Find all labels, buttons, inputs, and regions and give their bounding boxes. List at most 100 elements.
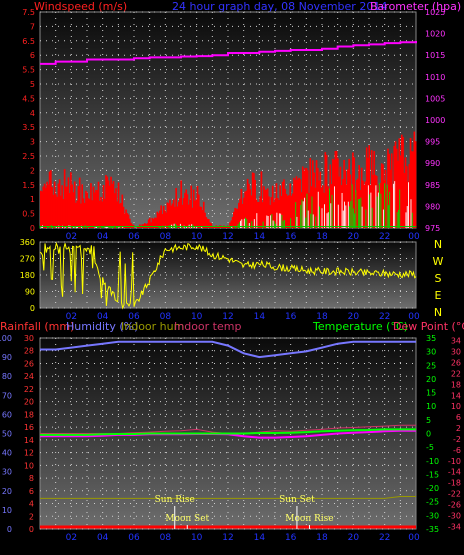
x-tick-label: 00 [408, 312, 420, 322]
x-tick-label: 12 [222, 232, 233, 242]
wind-gust-bar [343, 159, 345, 228]
wind-gust-bar [283, 179, 285, 228]
wind-gust-bar [98, 200, 101, 228]
temp-tick-label: 10 [426, 402, 436, 411]
wind-gust-bar [83, 202, 86, 228]
wind-gust-bar [234, 207, 236, 228]
humidity-tick-label: 90 [2, 353, 12, 362]
rain-tick-label: 22 [24, 385, 34, 394]
wind-gust-bar [271, 185, 274, 228]
baro-tick-label: 990 [425, 159, 440, 168]
wind-gust-bar [159, 210, 161, 228]
wind-gust-bar [291, 193, 294, 228]
wind-gust-bar [403, 172, 406, 228]
wind-gust-bar [165, 212, 167, 228]
wind-gust-bar [404, 157, 407, 228]
wind-tick-label: 4.5 [22, 94, 35, 103]
wind-gust-bar [40, 190, 42, 228]
wind-gust-bar [204, 212, 206, 228]
wind-gust-bar [103, 198, 106, 228]
wind-gust-bar [169, 199, 171, 228]
wind-gust-bar [301, 166, 304, 228]
wind-gust-bar [200, 206, 203, 228]
baro-tick-label: 995 [425, 138, 440, 147]
wind-gust-bar [189, 199, 191, 228]
wind-gust-bar [233, 211, 235, 228]
x-tick-label: 04 [97, 232, 109, 242]
wind-gust-bar [50, 170, 52, 228]
temp-tick-label: 20 [426, 375, 436, 384]
rain-tick-label: 24 [24, 372, 34, 381]
wind-gust-bar [67, 177, 70, 228]
wind-gust-bar [256, 201, 259, 228]
wind-gust-bar [46, 181, 48, 228]
wind-gust-bar [93, 192, 96, 228]
rain-tick-label: 16 [24, 423, 34, 432]
wind-gust-bar [388, 153, 391, 228]
event-label: Moon Rise [285, 514, 333, 524]
wind-gust-bar [176, 206, 179, 228]
dew-tick-label: 30 [451, 348, 461, 357]
x-tick-label: 06 [128, 312, 140, 322]
x-tick-label: 22 [379, 533, 390, 543]
dew-tick-label: 2 [456, 424, 461, 433]
direction-tick-label: 180 [20, 271, 35, 280]
wind-gust-bar [86, 192, 89, 228]
wind-gust-bar [77, 186, 80, 228]
direction-panel-bg [39, 241, 417, 309]
wind-gust-bar [181, 204, 184, 228]
wind-gust-bar [221, 226, 224, 228]
wind-gust-bar [295, 176, 298, 228]
wind-gust-bar [325, 154, 328, 228]
wind-gust-bar [244, 191, 246, 228]
wind-gust-bar [329, 164, 332, 228]
direction-tick-label: 360 [20, 238, 35, 247]
wind-gust-bar [268, 196, 270, 228]
wind-gust-bar [320, 187, 323, 228]
wind-gust-bar [100, 196, 102, 228]
wind-gust-bar [97, 181, 100, 228]
wind-gust-bar [348, 158, 350, 228]
compass-label: N [434, 306, 442, 319]
wind-gust-bar [161, 214, 164, 228]
humidity-tick-label: 100 [0, 334, 12, 343]
wind-gust-bar [51, 187, 53, 228]
compass-label: W [433, 255, 444, 268]
wind-gust-bar [373, 151, 376, 228]
wind-gust-bar [249, 189, 251, 228]
wind-gust-bar [171, 203, 174, 228]
temp-tick-label: 30 [426, 348, 436, 357]
wind-gust-bar [319, 171, 322, 228]
wind-gust-bar [56, 196, 58, 228]
wind-gust-bar [179, 198, 181, 228]
wind-gust-bar [78, 177, 81, 228]
dew-point-label: Dew Point (°C) [393, 320, 464, 333]
wind-gust-bar [62, 199, 65, 228]
wind-gust-bar [394, 141, 397, 228]
wind-gust-bar [390, 153, 393, 228]
wind-gust-bar [293, 177, 295, 228]
wind-gust-bar [347, 169, 349, 228]
x-tick-label: 02 [66, 232, 77, 242]
wind-gust-bar [363, 184, 366, 228]
wind-gust-bar [96, 190, 99, 228]
wind-gust-bar [136, 226, 139, 228]
wind-gust-bar [115, 188, 117, 228]
temperature-line [40, 428, 416, 436]
rain-tick-label: 20 [24, 398, 34, 407]
dew-tick-label: -26 [448, 500, 461, 509]
wind-gust-bar [192, 189, 195, 228]
wind-gust-bar [147, 219, 150, 228]
wind-tick-label: 3 [30, 138, 35, 147]
wind-tick-label: 4 [30, 109, 35, 118]
wind-gust-bar [236, 208, 239, 228]
humidity-tick-label: 60 [2, 410, 12, 419]
x-tick-label: 06 [128, 232, 140, 242]
wind-gust-bar [88, 199, 91, 228]
wind-gust-bar [270, 196, 273, 228]
wind-gust-bar [315, 160, 318, 228]
x-tick-label: 14 [254, 312, 266, 322]
indoor-hum-label: Indoor hum [121, 320, 184, 333]
temp-tick-label: -15 [426, 470, 439, 479]
wind-gust-bar [397, 160, 399, 228]
